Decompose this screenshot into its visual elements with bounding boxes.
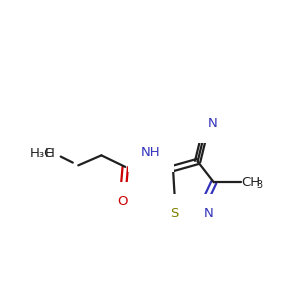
Text: H₃C: H₃C (30, 147, 54, 160)
Text: S: S (170, 207, 179, 220)
Text: H: H (44, 147, 54, 160)
Text: N: N (207, 117, 217, 130)
Text: NH: NH (141, 146, 161, 159)
Text: CH: CH (242, 176, 261, 189)
Text: N: N (203, 207, 213, 220)
Text: O: O (117, 195, 128, 208)
Text: 3: 3 (256, 180, 262, 190)
